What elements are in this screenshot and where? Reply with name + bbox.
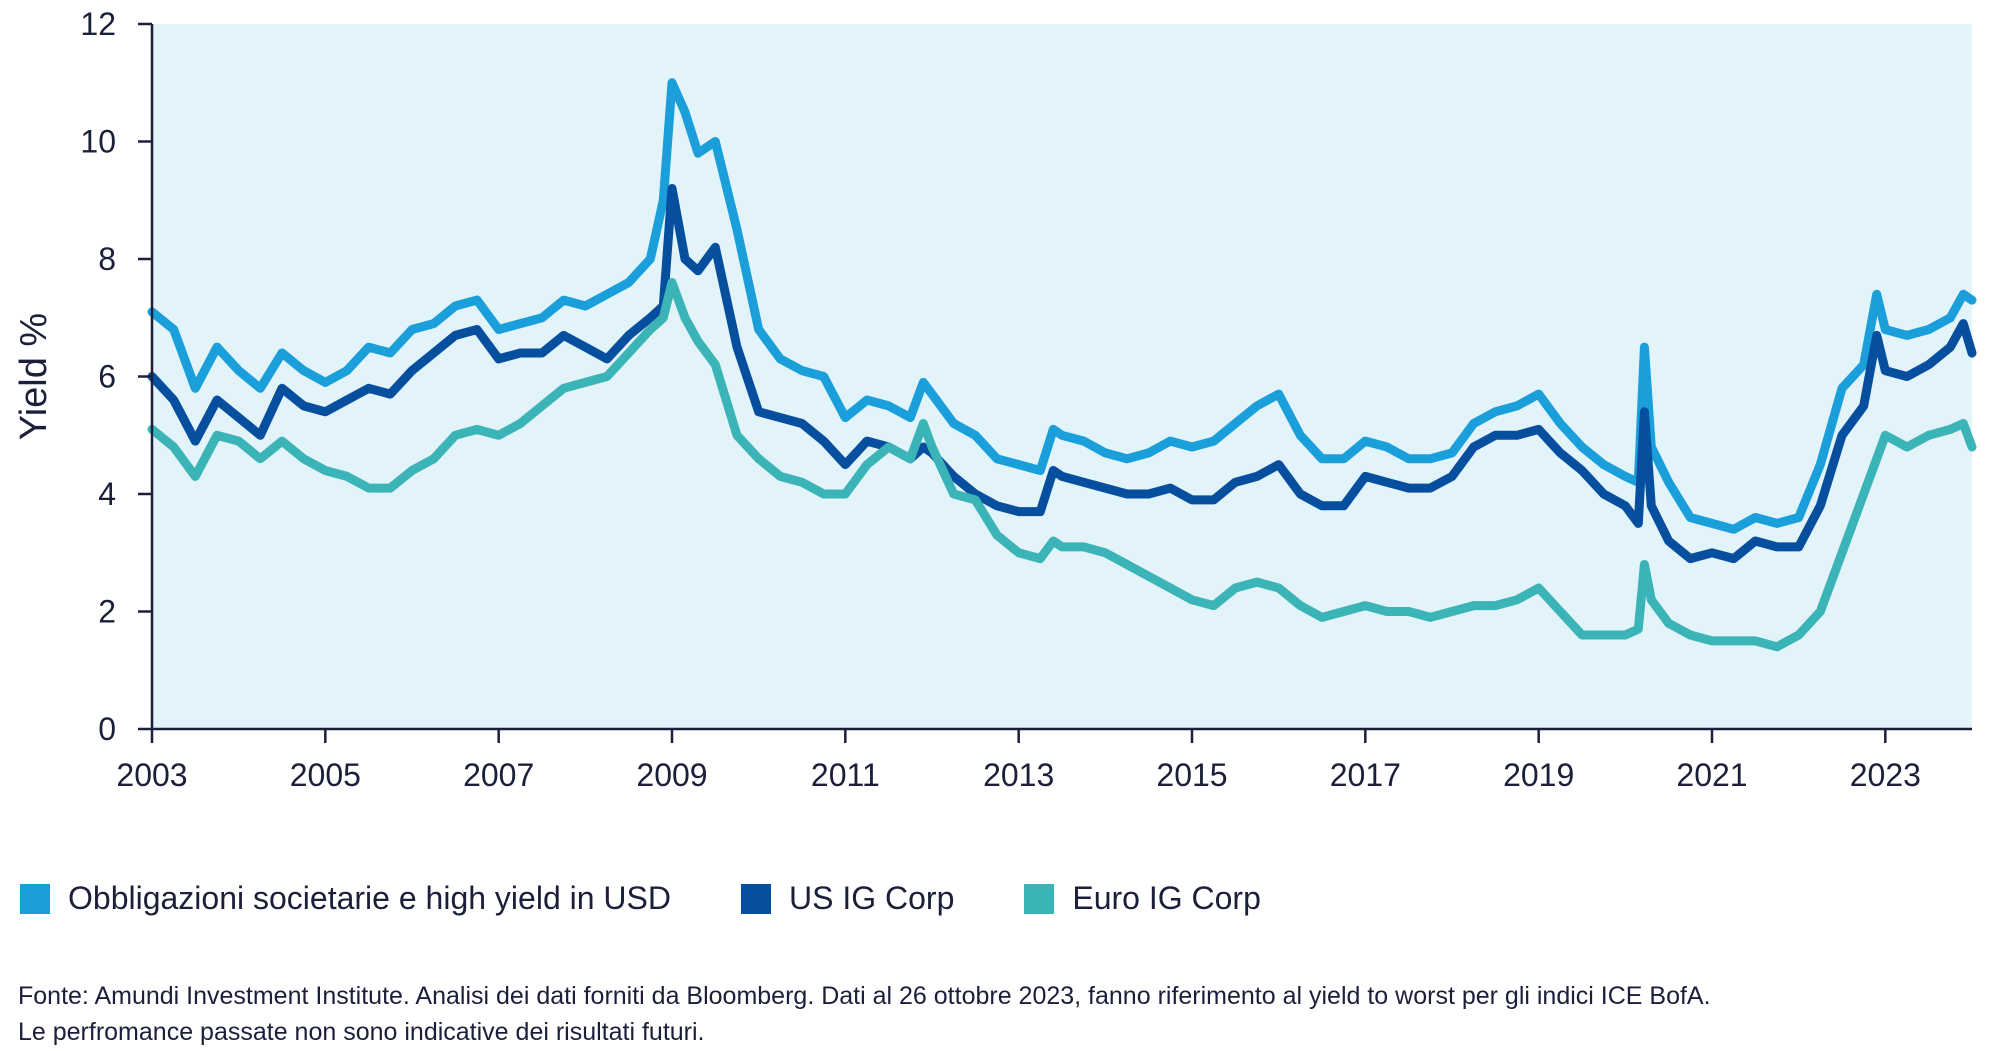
chart-legend: Obbligazioni societarie e high yield in …: [20, 880, 1331, 917]
legend-label-us-ig: US IG Corp: [788, 880, 955, 916]
series-line-0: [147, 78, 1977, 534]
x-tick-label: 2021: [1676, 757, 1747, 793]
axes: 0 2 4 6 8 10 12 2003 2005 2007 2009 2011 2013 2015 201…: [80, 6, 1972, 793]
y-tick-label: 8: [98, 241, 116, 277]
legend-label-euro-ig: Euro IG Corp: [1072, 880, 1261, 916]
legend-label-usd-hy: Obbligazioni societarie e high yield in …: [68, 880, 671, 916]
yield-line-chart: 0 2 4 6 8 10 12 2003 2005 2007 2009 2011 2013 2015 201…: [13, 6, 1977, 793]
series-line-1: [147, 184, 1977, 564]
y-tick-label: 10: [80, 124, 116, 160]
legend-item-euro-ig: Euro IG Corp: [1024, 880, 1261, 917]
y-axis-title: Yield %: [13, 313, 55, 440]
legend-swatch-usd-hy: [20, 883, 50, 914]
source-note: Fonte: Amundi Investment Institute. Anal…: [18, 978, 1711, 1050]
source-note-line-1: Fonte: Amundi Investment Institute. Anal…: [18, 982, 1711, 1010]
x-tick-label: 2019: [1503, 757, 1574, 793]
y-tick-label: 0: [98, 711, 116, 747]
legend-item-usd-hy: Obbligazioni societarie e high yield in …: [20, 880, 671, 917]
y-tick-label: 4: [98, 476, 116, 512]
legend-item-us-ig: US IG Corp: [740, 880, 955, 917]
x-tick-label: 2005: [290, 757, 361, 793]
series-line-2: [147, 278, 1977, 652]
x-tick-label: 2023: [1850, 757, 1921, 793]
source-note-line-2: Le perfromance passate non sono indicati…: [18, 1018, 705, 1046]
x-tick-label: 2009: [636, 757, 707, 793]
x-tick-label: 2013: [983, 757, 1054, 793]
legend-swatch-us-ig: [740, 883, 771, 914]
x-tick-label: 2011: [811, 757, 880, 793]
y-tick-label: 2: [98, 594, 116, 630]
x-tick-label: 2017: [1330, 757, 1401, 793]
y-tick-label: 12: [80, 6, 116, 42]
x-tick-label: 2003: [116, 757, 187, 793]
y-tick-label: 6: [98, 359, 116, 395]
series-layer: [147, 78, 1977, 652]
x-tick-label: 2015: [1156, 757, 1227, 793]
legend-swatch-euro-ig: [1024, 883, 1055, 914]
x-tick-label: 2007: [463, 757, 534, 793]
plot-area-background: [152, 24, 1972, 729]
